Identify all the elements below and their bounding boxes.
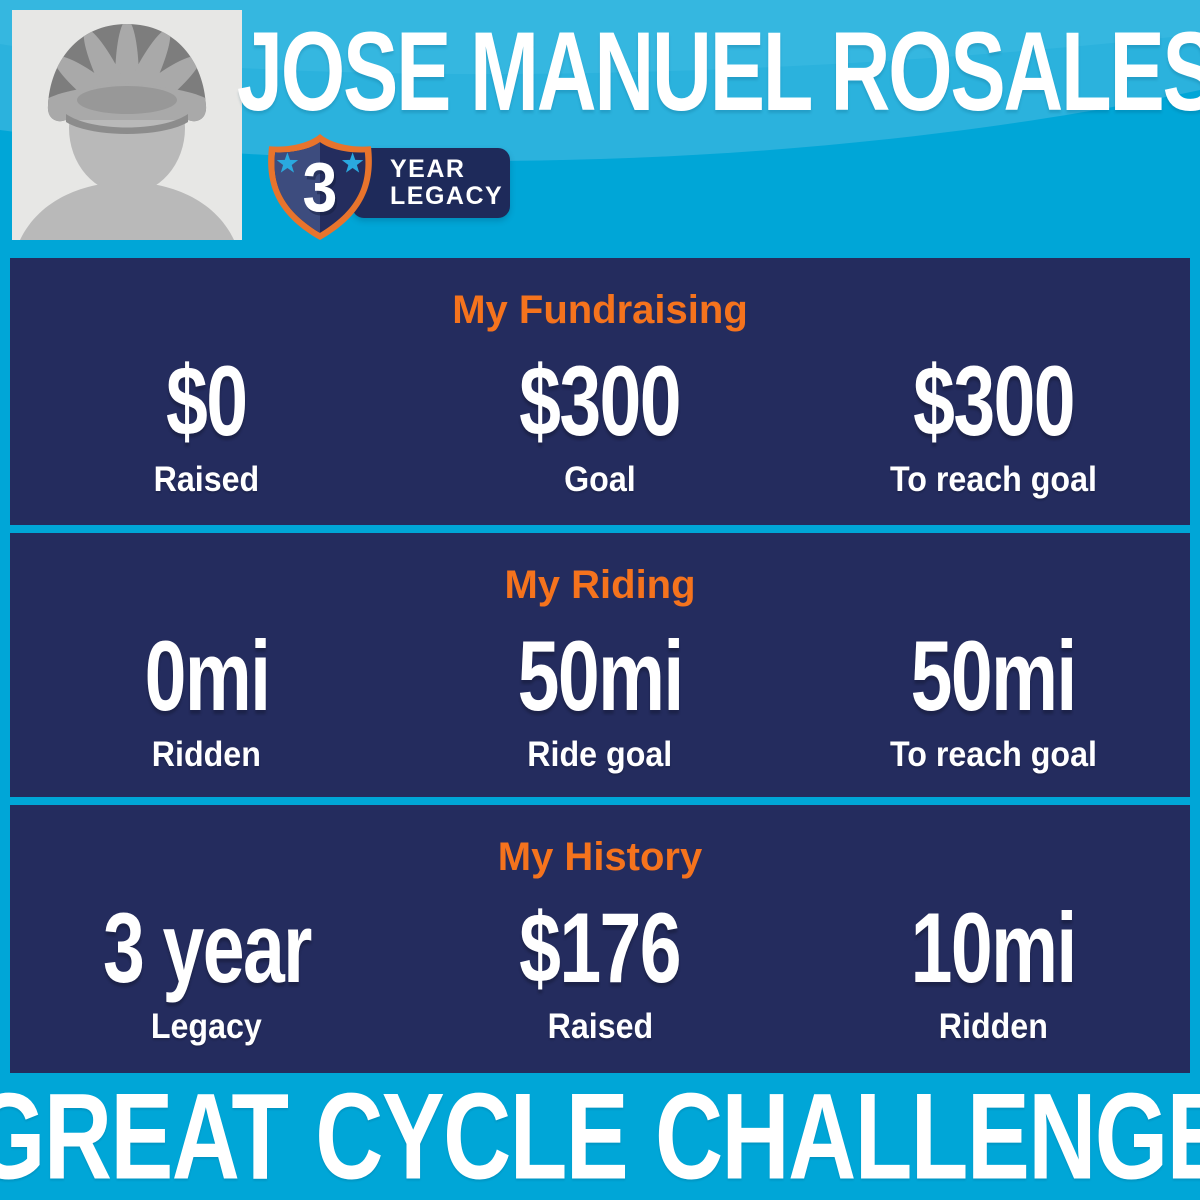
stat-value: 3 year xyxy=(102,891,312,1004)
stats-section: My Fundraising $0 Raised $300 Goal $300 … xyxy=(10,258,1190,1081)
stat-to-reach-goal: $300 To reach goal xyxy=(797,344,1190,500)
panel-title: My History xyxy=(497,835,703,879)
legacy-badge: YEAR LEGACY 3 xyxy=(266,130,512,244)
badge-legacy-label: LEGACY xyxy=(390,182,504,210)
stat-label: Legacy xyxy=(151,1007,263,1046)
stat-label: Ridden xyxy=(152,735,262,774)
panel-title: My Fundraising xyxy=(452,288,748,332)
stat-history-ridden: 10mi Ridden xyxy=(797,891,1190,1047)
stats-row: 0mi Ridden 50mi Ride goal 50mi To reach … xyxy=(10,619,1190,775)
rider-name: JOSE MANUEL ROSALES xyxy=(237,9,1200,134)
badge-year-number: 3 xyxy=(302,148,338,226)
shield-icon xyxy=(268,134,372,240)
stat-to-reach-ride-goal: 50mi To reach goal xyxy=(797,619,1190,775)
stat-label: To reach goal xyxy=(889,735,1097,774)
stat-value: 0mi xyxy=(144,619,270,732)
stat-label: Goal xyxy=(564,460,636,499)
header: JOSE MANUEL ROSALES YEAR LEGACY 3 xyxy=(0,0,1200,258)
background-swoosh xyxy=(0,0,1200,161)
stat-value: 50mi xyxy=(517,619,684,732)
stat-history-raised: $176 Raised xyxy=(403,891,796,1047)
stat-label: Ridden xyxy=(938,1007,1048,1046)
stat-value: 10mi xyxy=(910,891,1078,1004)
stat-raised: $0 Raised xyxy=(10,344,403,500)
stat-value: $176 xyxy=(519,891,683,1004)
bike-helmet-icon xyxy=(47,24,207,134)
star-left-icon xyxy=(276,152,299,173)
panel-history: My History 3 year Legacy $176 Raised 10m… xyxy=(10,805,1190,1073)
stat-value: 50mi xyxy=(910,619,1078,732)
badge-year-label: YEAR xyxy=(390,154,466,183)
stat-label: Raised xyxy=(153,460,260,499)
star-right-icon xyxy=(341,152,364,173)
stat-label: Ride goal xyxy=(527,735,673,774)
panel-riding: My Riding 0mi Ridden 50mi Ride goal 50mi… xyxy=(10,533,1190,797)
panel-fundraising: My Fundraising $0 Raised $300 Goal $300 … xyxy=(10,258,1190,525)
stats-row: 3 year Legacy $176 Raised 10mi Ridden xyxy=(10,891,1190,1047)
stat-value: $300 xyxy=(519,344,683,457)
stat-label: To reach goal xyxy=(889,460,1097,499)
event-title: GREAT CYCLE CHALLENGE xyxy=(0,1067,1200,1200)
stat-ridden: 0mi Ridden xyxy=(10,619,403,775)
rider-name-text: JOSE MANUEL ROSALES xyxy=(236,8,1200,134)
stat-value: $300 xyxy=(912,344,1076,457)
avatar-placeholder-image xyxy=(12,10,242,240)
stat-goal: $300 Goal xyxy=(403,344,796,500)
footer: GREAT CYCLE CHALLENGE xyxy=(0,1068,1200,1200)
panel-title: My Riding xyxy=(504,563,696,607)
badge-pill: YEAR LEGACY xyxy=(352,148,510,218)
stats-row: $0 Raised $300 Goal $300 To reach goal xyxy=(10,344,1190,500)
stat-legacy: 3 year Legacy xyxy=(10,891,403,1047)
stat-label: Raised xyxy=(547,1007,653,1046)
stat-value: $0 xyxy=(166,344,248,457)
stat-ride-goal: 50mi Ride goal xyxy=(403,619,796,775)
